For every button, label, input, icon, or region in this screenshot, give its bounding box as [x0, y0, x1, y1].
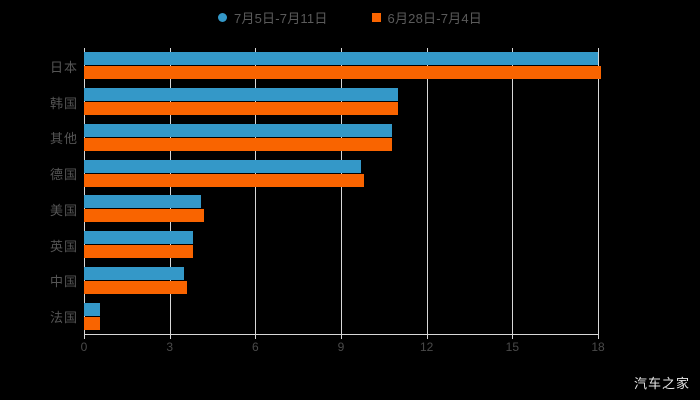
gridline-6 [255, 48, 257, 334]
category-label-德国: 德国 [49, 167, 78, 183]
circle-marker-icon [218, 12, 227, 22]
tick-label-18: 18 [591, 340, 605, 354]
bar-中国-6月28日-7月4日[interactable] [84, 280, 187, 294]
tick-label-9: 9 [337, 340, 345, 354]
legend-label-1: 6月28日-7月4日 [387, 10, 482, 26]
bar-法国-6月28日-7月4日[interactable] [84, 316, 100, 330]
bar-德国-7月5日-7月11日[interactable] [84, 159, 361, 173]
gridline-3 [169, 48, 171, 334]
legend-item-0[interactable]: 7月5日-7月11日 [218, 8, 328, 27]
gridline-15 [512, 48, 514, 334]
tick-label-15: 15 [505, 340, 519, 354]
gridline-12 [426, 48, 428, 334]
legend-label-0: 7月5日-7月11日 [234, 10, 328, 26]
tick-mark-3 [169, 334, 171, 339]
tick-label-6: 6 [251, 340, 259, 354]
gridline-18 [598, 48, 599, 334]
bar-英国-7月5日-7月11日[interactable] [84, 231, 193, 245]
bar-中国-7月5日-7月11日[interactable] [84, 266, 184, 280]
bar-韩国-6月28日-7月4日[interactable] [84, 102, 399, 116]
gridline-0 [84, 48, 85, 334]
bar-法国-7月5日-7月11日[interactable] [84, 302, 100, 316]
bar-其他-6月28日-7月4日[interactable] [84, 137, 393, 151]
tick-mark-0 [84, 334, 85, 339]
category-label-中国: 中国 [49, 274, 78, 290]
bar-其他-7月5日-7月11日[interactable] [84, 123, 393, 137]
tick-mark-12 [426, 334, 428, 339]
watermark: 汽车之家 [633, 376, 690, 391]
category-label-英国: 英国 [49, 238, 78, 254]
tick-mark-15 [512, 334, 514, 339]
bar-美国-6月28日-7月4日[interactable] [84, 209, 204, 223]
bar-韩国-7月5日-7月11日[interactable] [84, 88, 399, 102]
chart-legend: 7月5日-7月11日 6月28日-7月4日 [0, 4, 700, 30]
category-label-日本: 日本 [49, 59, 78, 75]
square-marker-icon [371, 12, 381, 22]
tick-mark-6 [255, 334, 257, 339]
category-label-其他: 其他 [49, 131, 78, 147]
bar-日本-6月28日-7月4日[interactable] [84, 66, 601, 80]
legend-item-1[interactable]: 6月28日-7月4日 [371, 8, 482, 27]
category-axis-labels: 日本韩国其他德国美国英国中国法国 [0, 48, 78, 334]
gridline-9 [341, 48, 342, 334]
bar-日本-7月5日-7月11日[interactable] [84, 52, 598, 66]
bar-美国-7月5日-7月11日[interactable] [84, 195, 202, 209]
category-label-法国: 法国 [49, 310, 78, 326]
category-label-韩国: 韩国 [49, 95, 78, 111]
tick-label-12: 12 [419, 340, 434, 354]
bar-德国-6月28日-7月4日[interactable] [84, 173, 364, 187]
bar-英国-6月28日-7月4日[interactable] [84, 245, 193, 259]
tick-label-3: 3 [166, 340, 173, 354]
tick-label-0: 0 [80, 340, 88, 354]
tick-mark-18 [598, 334, 599, 339]
tick-mark-9 [341, 334, 342, 339]
plot-area [84, 48, 601, 334]
category-label-美国: 美国 [49, 202, 78, 218]
